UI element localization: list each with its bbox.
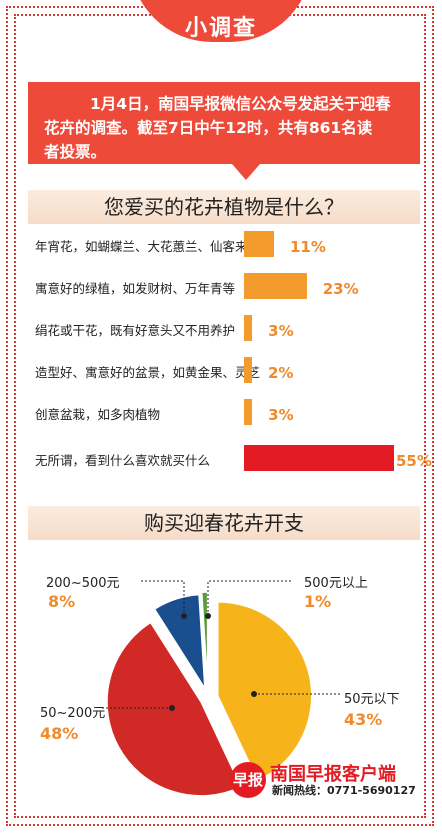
bar-value-label: 3% (268, 406, 294, 424)
bar (244, 231, 274, 257)
pie-value-label: 8% (48, 592, 76, 611)
pie-value-label: 1% (304, 592, 332, 611)
pie-chart-title: 购买迎春花卉开支 (28, 506, 420, 540)
bar-value-label: 23% (322, 280, 359, 298)
pie-value-label: 48% (40, 724, 79, 743)
bar (244, 399, 253, 425)
bar-category-label: 造型好、寓意好的盆景，如黄金果、灵芝 (35, 365, 261, 380)
intro-callout-tail (232, 164, 260, 180)
bar-category-label: 创意盆栽，如多肉植物 (35, 407, 161, 422)
pie-category-label: 500元以上 (304, 576, 368, 591)
brand-logo: 早报 (230, 762, 266, 798)
bar-value-label: 11% (290, 238, 326, 256)
intro-line-2: 花卉的调查。截至7日中午12时，共有861名读 (44, 119, 373, 137)
leader-dot (251, 691, 257, 697)
leader-dot (169, 705, 175, 711)
intro-line-3: 者投票。 (44, 143, 107, 161)
pie-slice (217, 601, 313, 782)
intro-line-1: 1月4日，南国早报微信公众号发起关于迎春 (90, 95, 391, 113)
pie-category-label: 200~500元 (46, 576, 120, 591)
bar-value-label: 55% (396, 452, 432, 470)
bar-category-label: 年宵花，如蝴蝶兰、大花蕙兰、仙客来等 (35, 239, 261, 254)
bar-category-label: 寓意好的绿植，如发财树、万年青等 (35, 281, 236, 296)
pie-category-label: 50~200元 (40, 706, 106, 721)
bar (244, 445, 394, 471)
bar-value-label: 2% (268, 364, 294, 382)
pie-slice (153, 593, 206, 689)
bar-category-label: 绢花或干花，既有好意头又不用养护 (35, 323, 236, 338)
leader-dot (181, 613, 187, 619)
pie-category-label: 50元以下 (344, 692, 400, 707)
bar (244, 273, 307, 299)
bar (244, 315, 253, 341)
intro-box: 1月4日，南国早报微信公众号发起关于迎春 花卉的调查。截至7日中午12时，共有8… (28, 82, 420, 164)
bar-category-label: 无所谓，看到什么喜欢就买什么 (35, 453, 211, 468)
bar-chart-title: 您爱买的花卉植物是什么？ (28, 190, 420, 224)
page-title: 小调查 (184, 16, 257, 41)
brand-name: 南国早报客户端 (270, 764, 396, 785)
bar-value-label: 3% (268, 322, 294, 340)
leader-line (140, 580, 185, 616)
leader-dot (205, 613, 211, 619)
pie-value-label: 43% (344, 710, 383, 729)
bar (244, 357, 252, 383)
news-hotline: 新闻热线：0771-5690127 (272, 784, 416, 797)
